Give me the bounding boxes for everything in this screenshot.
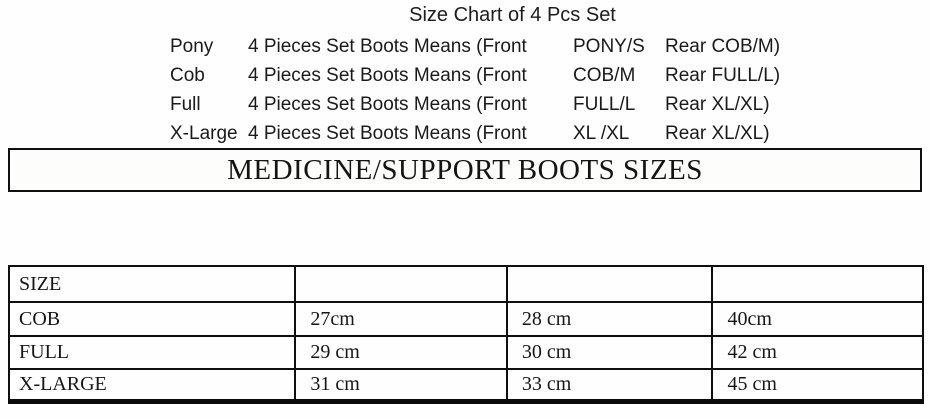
legend-desc: 4 Pieces Set Boots Means (Front bbox=[248, 65, 527, 86]
legend-rear-size: Rear XL/XL) bbox=[665, 123, 770, 144]
page-title: Size Chart of 4 Pcs Set bbox=[409, 4, 616, 26]
table-row-xlarge: X-LARGE 31 cm 33 cm 45 cm bbox=[7, 368, 924, 402]
legend-front-size: PONY/S bbox=[573, 36, 645, 57]
legend-label: Cob bbox=[170, 65, 205, 86]
table-cell bbox=[294, 265, 508, 303]
legend-label: Full bbox=[170, 94, 201, 115]
legend-line-full: Full 4 Pieces Set Boots Means (Front FUL… bbox=[170, 90, 920, 119]
table-cell: 29 cm bbox=[294, 335, 508, 370]
legend-front-size: FULL/L bbox=[573, 94, 636, 115]
table-cell: 42 cm bbox=[711, 335, 924, 370]
legend-rear-size: Rear COB/M) bbox=[665, 36, 781, 57]
table-cell: 27cm bbox=[294, 301, 508, 337]
legend-line-cob: Cob 4 Pieces Set Boots Means (Front COB/… bbox=[170, 61, 920, 90]
legend-line-pony: Pony 4 Pieces Set Boots Means (Front PON… bbox=[170, 32, 920, 61]
legend-front-size: COB/M bbox=[573, 65, 636, 86]
banner-title: MEDICINE/SUPPORT BOOTS SIZES bbox=[227, 153, 703, 186]
table-row-cob: COB 27cm 28 cm 40cm bbox=[7, 301, 924, 337]
table-cell: 30 cm bbox=[505, 335, 714, 370]
size-legend: Pony 4 Pieces Set Boots Means (Front PON… bbox=[170, 32, 920, 148]
legend-desc: 4 Pieces Set Boots Means (Front bbox=[248, 123, 527, 144]
table-header-row: SIZE bbox=[7, 265, 924, 303]
table-cell bbox=[711, 265, 924, 303]
legend-desc: 4 Pieces Set Boots Means (Front bbox=[248, 36, 527, 57]
table-cell bbox=[505, 265, 714, 303]
table-cell: 31 cm bbox=[294, 368, 508, 402]
legend-front-size: XL /XL bbox=[573, 123, 630, 144]
table-cell: 33 cm bbox=[505, 368, 714, 402]
banner-box: MEDICINE/SUPPORT BOOTS SIZES bbox=[8, 148, 922, 192]
legend-rear-size: Rear XL/XL) bbox=[665, 94, 770, 115]
legend-rear-size: Rear FULL/L) bbox=[665, 65, 781, 86]
table-cell: 45 cm bbox=[711, 368, 924, 402]
row-label: X-LARGE bbox=[7, 368, 297, 402]
legend-line-xlarge: X-Large 4 Pieces Set Boots Means (Front … bbox=[170, 119, 920, 148]
row-label: COB bbox=[7, 301, 297, 337]
legend-label: Pony bbox=[170, 36, 214, 57]
legend-label: X-Large bbox=[170, 123, 238, 144]
table-cell: 40cm bbox=[711, 301, 924, 337]
table-header-size: SIZE bbox=[7, 265, 297, 303]
table-row-full: FULL 29 cm 30 cm 42 cm bbox=[7, 335, 924, 370]
table-cell: 28 cm bbox=[505, 301, 714, 337]
size-table: SIZE COB 27cm 28 cm 40cm FULL 29 cm 30 c… bbox=[7, 265, 924, 404]
legend-desc: 4 Pieces Set Boots Means (Front bbox=[248, 94, 527, 115]
row-label: FULL bbox=[7, 335, 297, 370]
